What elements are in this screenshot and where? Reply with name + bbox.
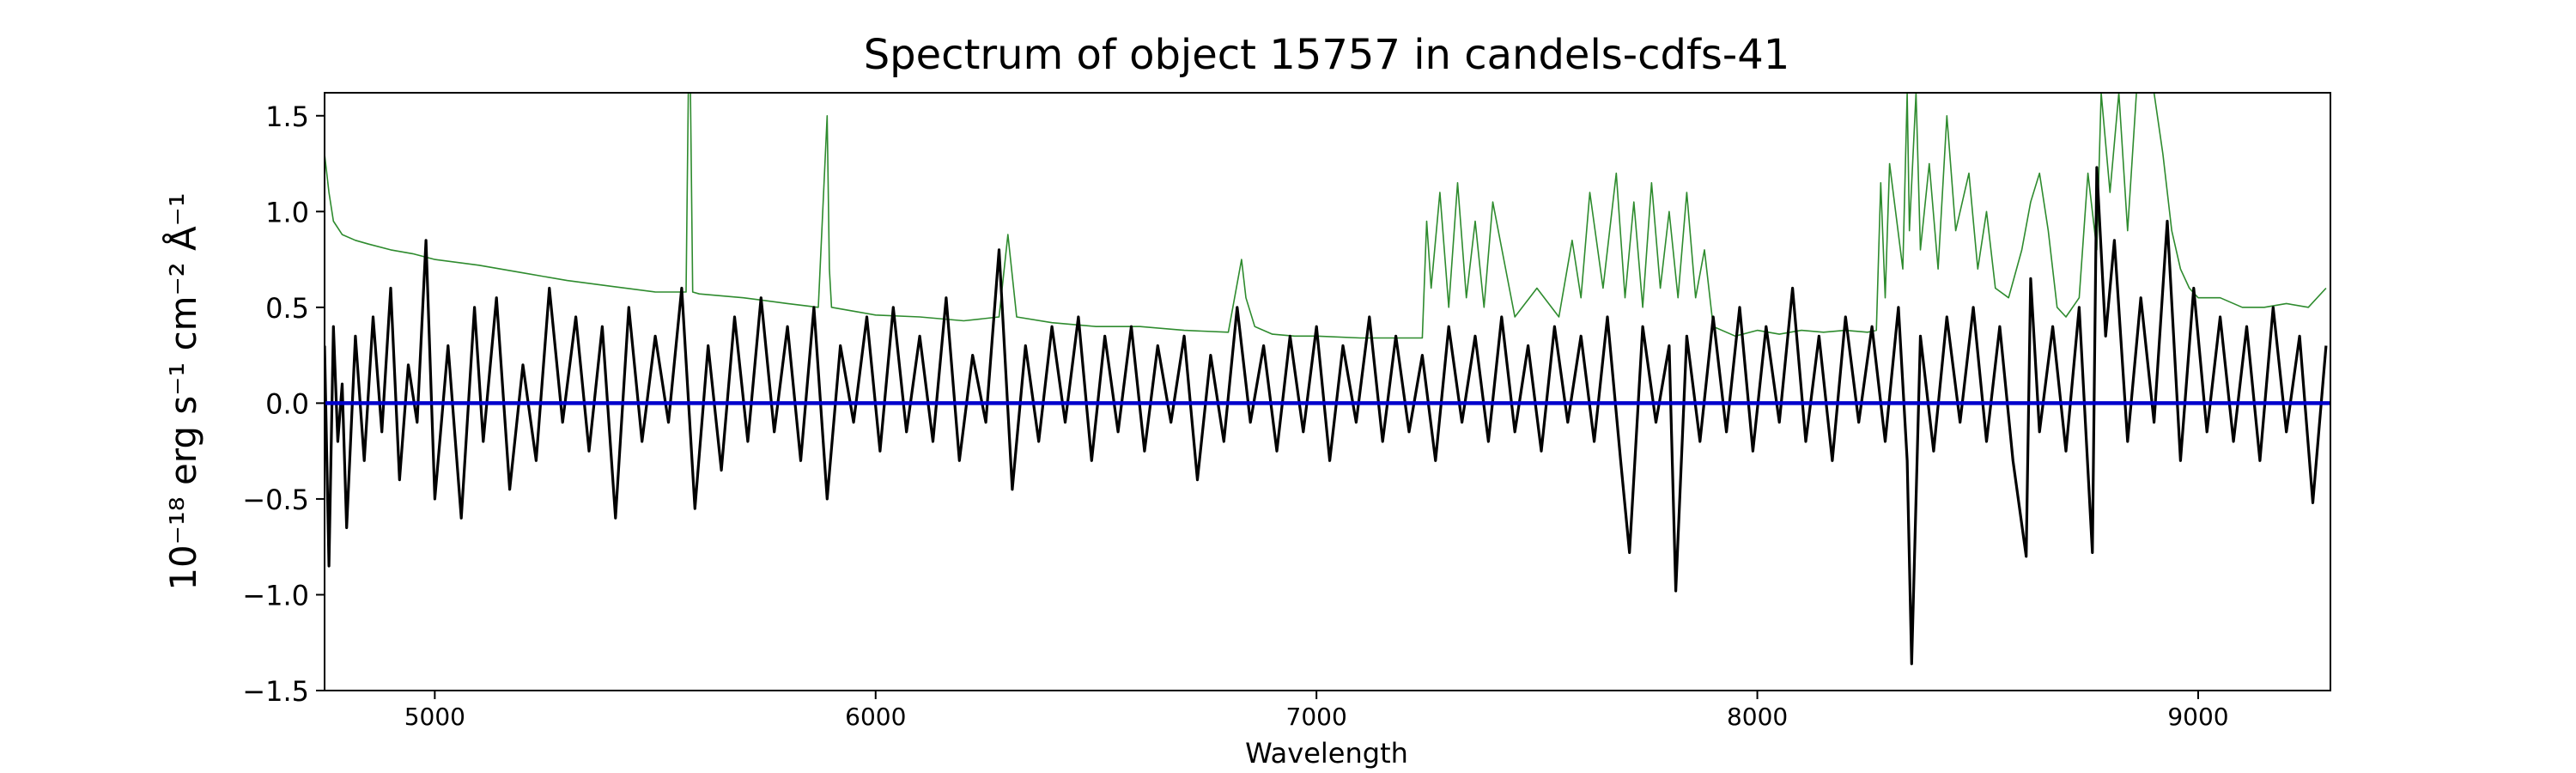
x-tick-label: 8000 xyxy=(1727,703,1788,731)
x-axis: 5000 6000 7000 8000 9000 xyxy=(404,691,2229,731)
y-tick-label: −1.0 xyxy=(242,579,309,612)
x-tick-label: 5000 xyxy=(404,703,465,731)
x-tick-label: 9000 xyxy=(2167,703,2228,731)
y-tick-label: 0.5 xyxy=(265,292,309,325)
y-tick-label: 0.0 xyxy=(265,387,309,420)
plot-frame xyxy=(324,92,2331,691)
y-tick-label: −1.5 xyxy=(242,675,309,708)
x-axis-label: Wavelength xyxy=(1245,737,1408,770)
chart-title: Spectrum of object 15757 in candels-cdfs… xyxy=(864,31,1790,79)
flux-series-line xyxy=(325,166,2328,666)
y-tick-label: −0.5 xyxy=(242,484,309,516)
y-axis: −1.5 −1.0 −0.5 0.0 0.5 1.0 1.5 xyxy=(242,100,325,708)
series-layer xyxy=(325,93,2330,666)
y-tick-label: 1.5 xyxy=(265,100,309,133)
y-tick-label: 1.0 xyxy=(265,196,309,228)
x-tick-label: 6000 xyxy=(845,703,906,731)
x-tick-label: 7000 xyxy=(1286,703,1347,731)
y-axis-label: 10⁻¹⁸ erg s⁻¹ cm⁻² Å⁻¹ xyxy=(161,192,204,590)
